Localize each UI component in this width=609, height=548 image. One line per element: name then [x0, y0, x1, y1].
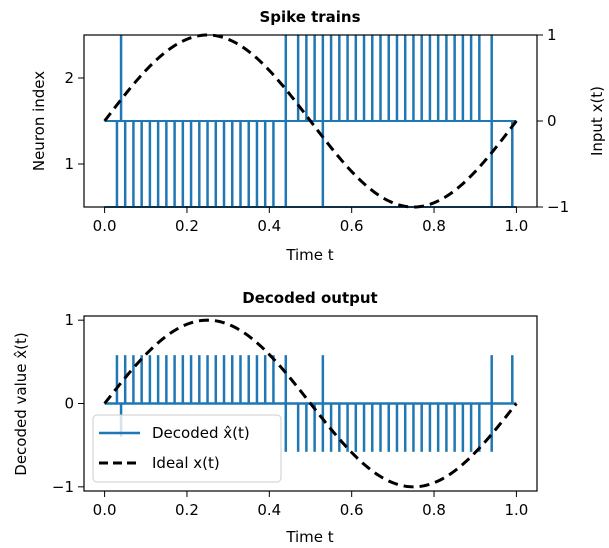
decoded-output-ideal-layer [103, 318, 518, 489]
decoded-output-y-ticks: −1 0 1 [52, 311, 84, 496]
x-tick-label-2: 0.4 [257, 501, 281, 519]
spike-trains-y-ticks: 12 [64, 69, 84, 173]
x-tick-label-0: 0.0 [93, 217, 117, 235]
right-tick-label-0: −1 [547, 198, 569, 216]
decoded-output-y-label: Decoded value x̂(t) [12, 332, 30, 475]
x-tick-label-1: 0.2 [175, 501, 199, 519]
y-tick-label-1: 2 [64, 69, 74, 87]
ideal-input-line [103, 33, 518, 209]
x-tick-label-4: 0.8 [422, 501, 446, 519]
y-tick-label-0: 1 [64, 155, 74, 173]
x-tick-label-3: 0.6 [340, 217, 364, 235]
x-tick-label-5: 1.0 [504, 217, 528, 235]
ideal-output-line [103, 318, 518, 489]
x-tick-label-0: 0.0 [93, 501, 117, 519]
right-tick-label-1: 0 [547, 112, 557, 130]
spike-trains-title: Spike trains [259, 8, 360, 26]
y-tick-label-0: −1 [52, 478, 74, 496]
spike-trains-x-ticks: 0.0 0.2 0.4 0.6 0.8 1.0 [93, 207, 528, 235]
decoded-output-legend: Decoded x̂(t) Ideal x(t) [92, 414, 282, 483]
spike-trains-y-label: Neuron index [30, 71, 48, 171]
spike-trains-x-label: Time t [285, 246, 333, 264]
right-tick-label-2: 1 [547, 26, 557, 44]
legend-decoded-label: Decoded x̂(t) [152, 424, 250, 442]
decoded-output-x-ticks: 0.0 0.2 0.4 0.6 0.8 1.0 [93, 491, 528, 519]
spike-trains-ideal-layer [103, 33, 518, 209]
spike-trains-panel: Spike trains 0.0 0.2 0.4 0.6 0.8 1.0 12 −101 … [30, 8, 606, 264]
decoded-output-x-label: Time t [285, 528, 333, 546]
x-tick-label-4: 0.8 [422, 217, 446, 235]
x-tick-label-5: 1.0 [504, 501, 528, 519]
spike-trains-right-ticks: −1 0 1 [537, 26, 569, 216]
x-tick-label-1: 0.2 [175, 217, 199, 235]
y-tick-label-2: 1 [64, 311, 74, 329]
legend-ideal-label: Ideal x(t) [152, 454, 220, 472]
decoded-output-title: Decoded output [242, 289, 377, 307]
y-tick-label-1: 0 [64, 395, 74, 413]
spike-trains-right-y-label: Input x(t) [588, 86, 606, 156]
x-tick-label-2: 0.4 [257, 217, 281, 235]
x-tick-label-3: 0.6 [340, 501, 364, 519]
decoded-output-panel: Decoded output 0.0 0.2 0.4 0.6 0.8 1.0 −1 0 1 T… [12, 289, 538, 546]
decoded-output-marks [104, 355, 517, 452]
